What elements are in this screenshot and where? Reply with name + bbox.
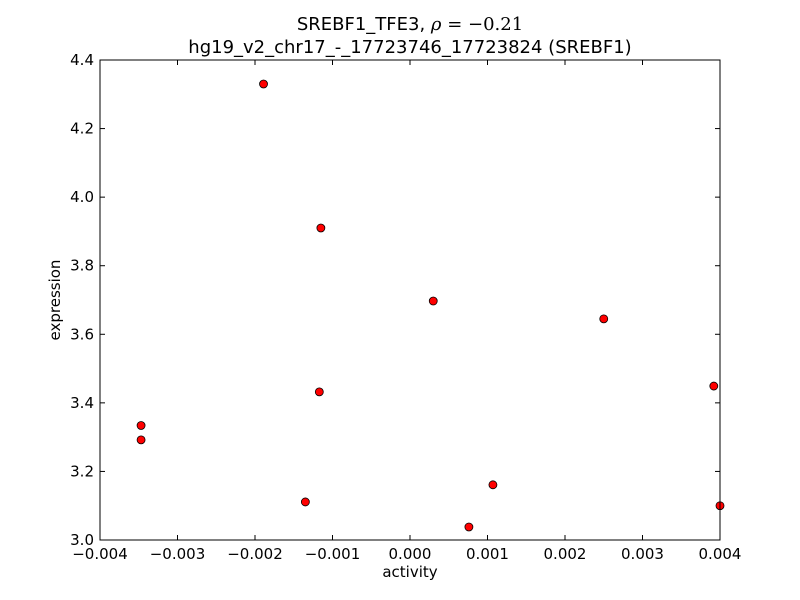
x-tick-label: 0.000: [389, 545, 432, 563]
data-point: [709, 381, 719, 391]
data-points: [136, 79, 725, 532]
y-tick-label: 4.4: [70, 51, 94, 69]
y-tick-label: 3.0: [70, 531, 94, 549]
y-tick-label: 3.2: [70, 462, 94, 480]
data-point: [428, 296, 438, 306]
data-point: [464, 522, 474, 532]
data-point: [259, 79, 268, 89]
tick-labels: −0.004 −0.003 −0.002 −0.001 0.000 0.001 0.002 0…: [70, 51, 741, 563]
x-tick-label: 0.001: [466, 545, 509, 563]
data-point: [300, 497, 310, 507]
axis-ticks: [99, 59, 721, 541]
x-tick-label: 0.003: [621, 545, 664, 563]
chart-title-line1: SREBF1_TFE3, ρ = −0.21: [297, 14, 523, 35]
data-point: [136, 435, 146, 445]
y-tick-label: 4.2: [70, 120, 94, 138]
data-point: [488, 480, 498, 490]
data-point: [316, 223, 326, 233]
data-point: [599, 314, 609, 324]
y-tick-label: 4.0: [70, 188, 94, 206]
chart-title-line2: hg19_v2_chr17_-_17723746_17723824 (SREBF…: [188, 37, 631, 58]
data-point: [136, 421, 146, 430]
y-tick-label: 3.6: [70, 325, 94, 343]
x-tick-label: −0.001: [305, 545, 361, 563]
x-axis-label: activity: [382, 563, 437, 581]
x-tick-label: −0.004: [72, 545, 128, 563]
y-tick-label: 3.8: [70, 257, 94, 275]
x-tick-label: −0.003: [150, 545, 206, 563]
y-axis-label: expression: [46, 260, 64, 341]
x-tick-label: −0.002: [227, 545, 283, 563]
data-point: [314, 387, 324, 397]
x-tick-label: 0.004: [699, 545, 742, 563]
y-tick-label: 3.4: [70, 394, 94, 412]
x-tick-label: 0.002: [544, 545, 587, 563]
plot-frame: [99, 59, 721, 541]
